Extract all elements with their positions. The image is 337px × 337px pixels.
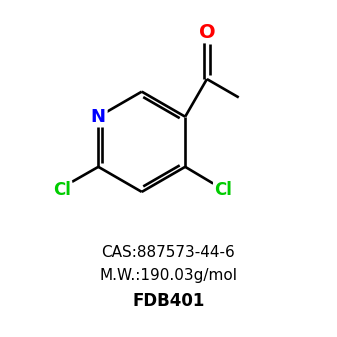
Text: CAS:887573-44-6: CAS:887573-44-6: [102, 245, 235, 259]
Text: O: O: [198, 24, 215, 42]
Text: Cl: Cl: [53, 181, 71, 199]
Text: N: N: [91, 108, 106, 126]
Text: M.W.:190.03g/mol: M.W.:190.03g/mol: [99, 268, 238, 283]
Text: FDB401: FDB401: [132, 292, 205, 309]
Text: Cl: Cl: [214, 181, 232, 199]
